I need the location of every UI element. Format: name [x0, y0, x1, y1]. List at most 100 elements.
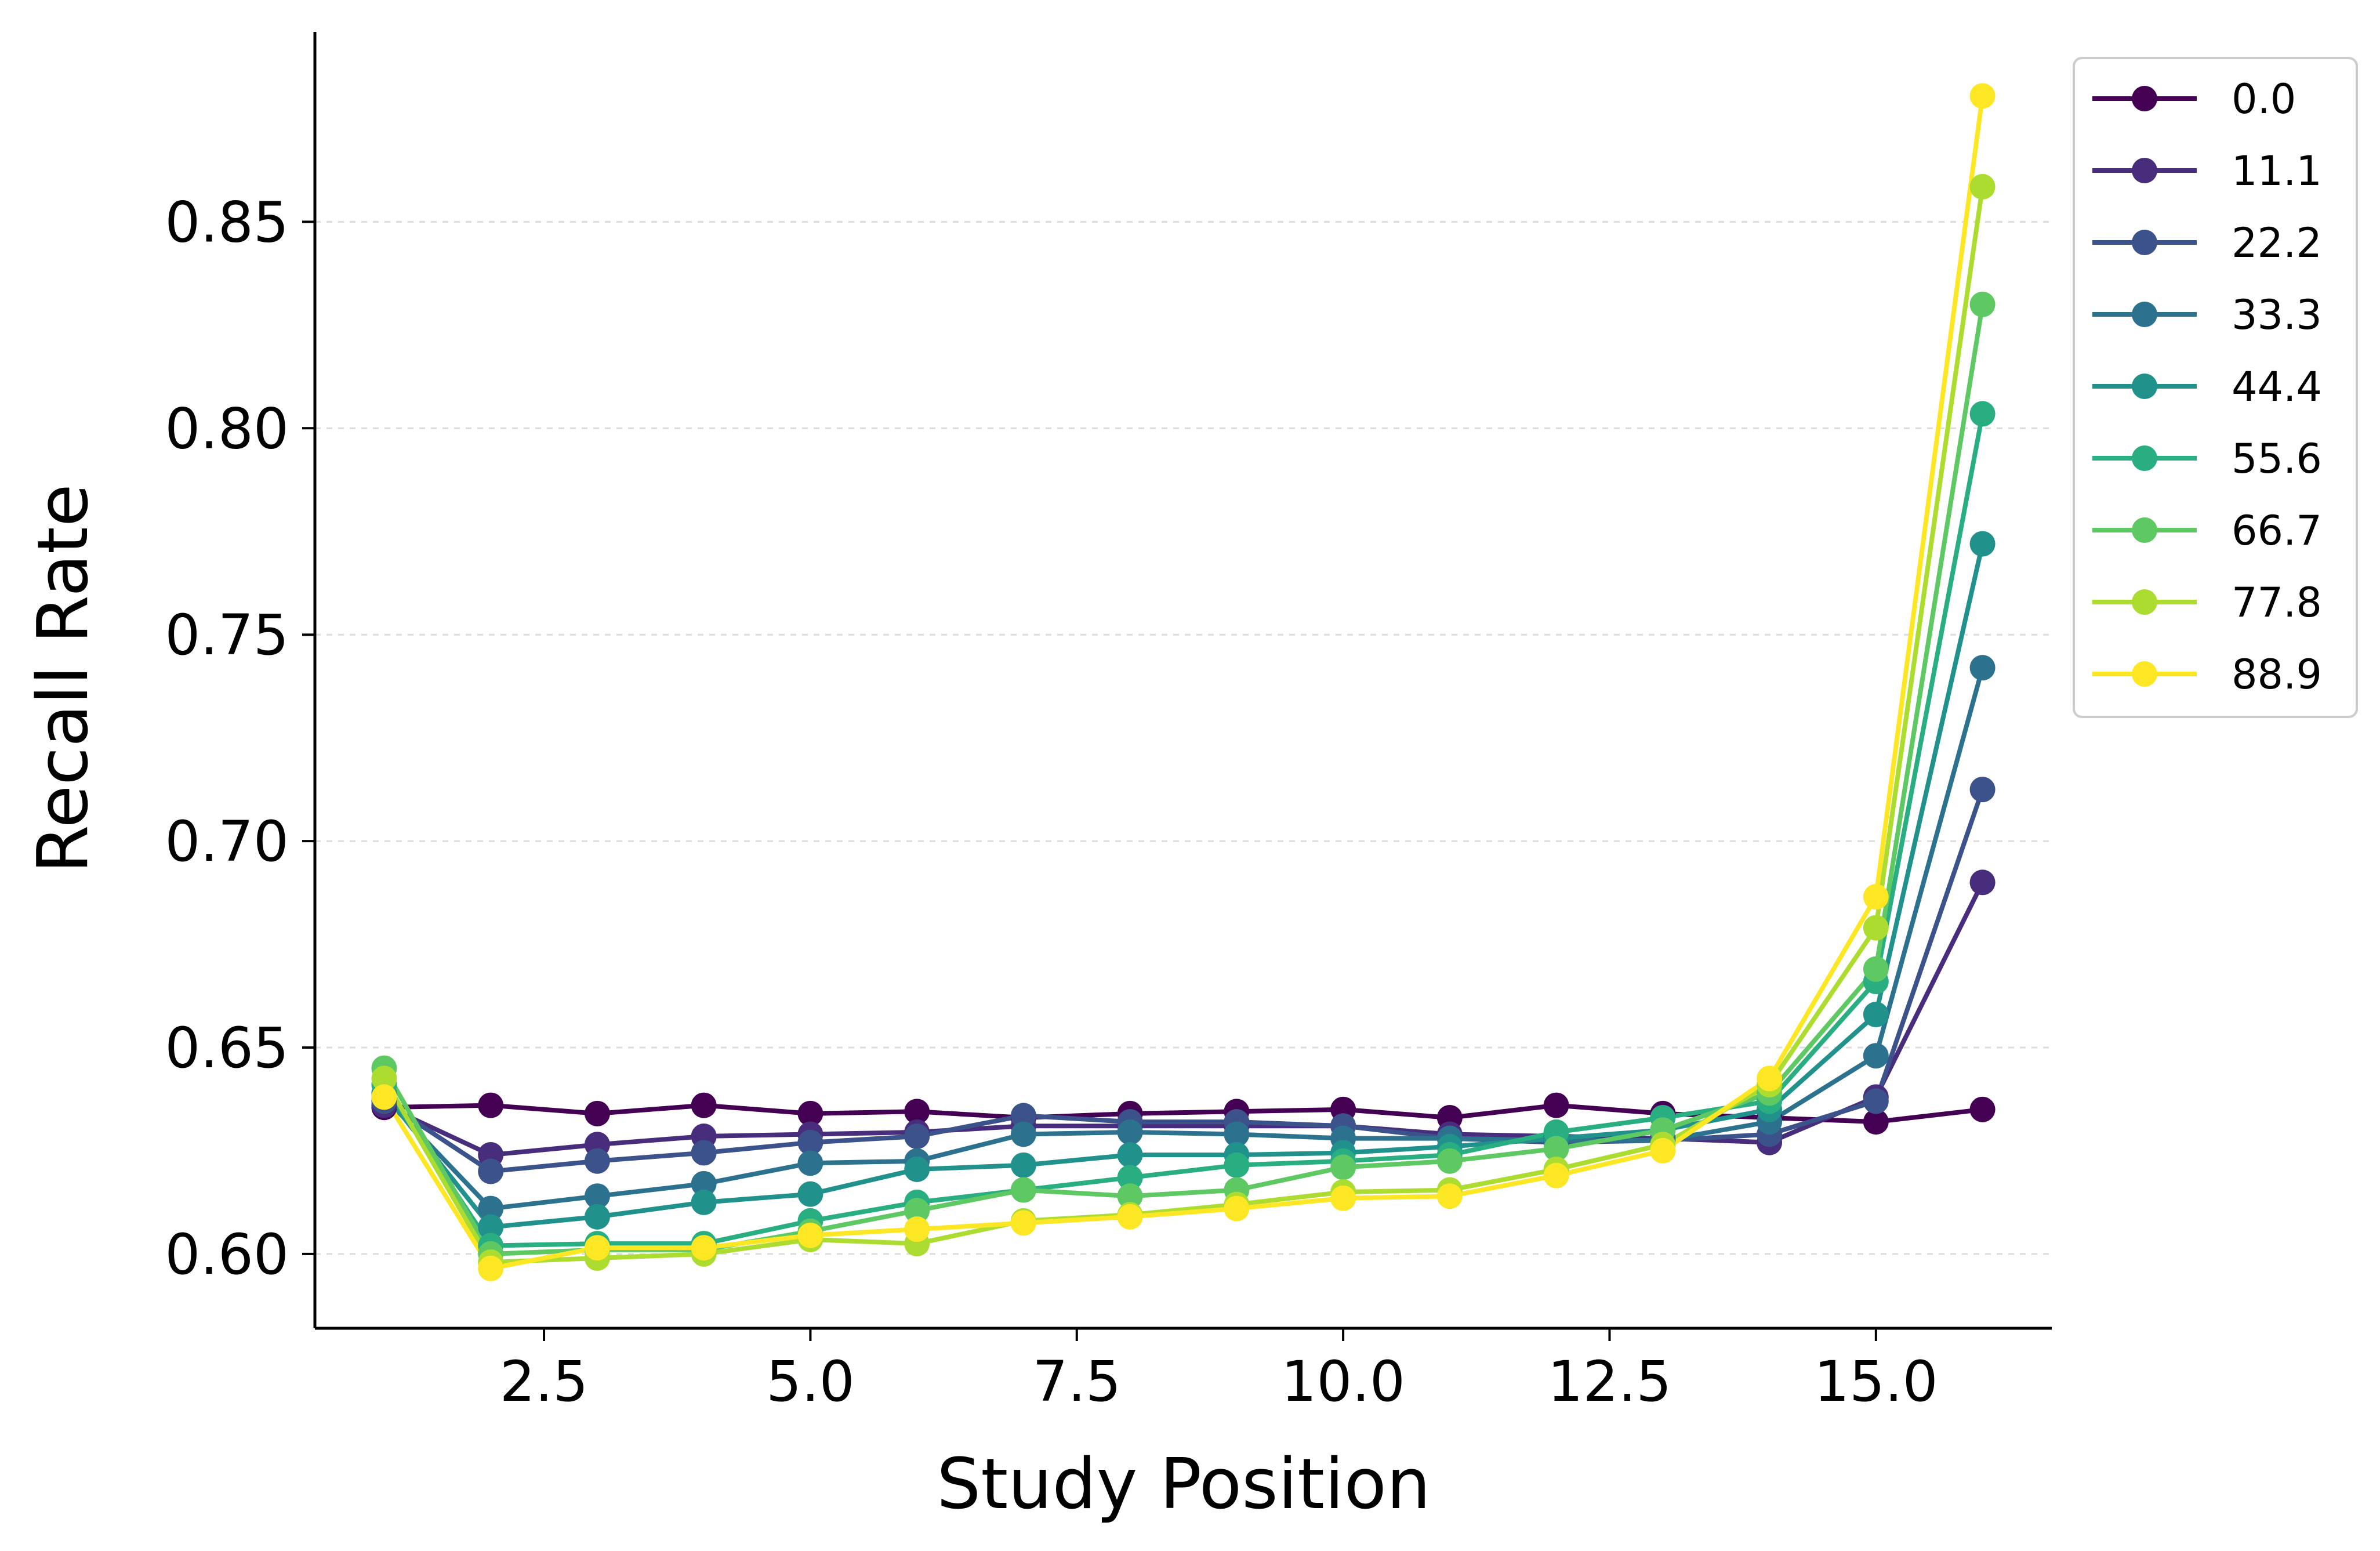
legend-item: 0.0 — [2092, 75, 2296, 123]
legend-label: 55.6 — [2232, 435, 2322, 483]
data-point — [691, 1140, 717, 1166]
legend-label: 33.3 — [2232, 291, 2322, 339]
data-point — [797, 1222, 823, 1248]
legend-label: 22.2 — [2232, 219, 2322, 267]
data-point — [1863, 1109, 1889, 1135]
legend-item: 55.6 — [2092, 435, 2322, 483]
data-point — [1436, 1148, 1463, 1174]
data-point — [691, 1189, 717, 1215]
data-point — [371, 1084, 397, 1110]
legend-swatch-marker — [2132, 589, 2157, 615]
x-axis-label: Study Position — [937, 1444, 1431, 1525]
x-tick-label: 15.0 — [1814, 1349, 1938, 1414]
data-point — [904, 1124, 930, 1150]
data-point — [1117, 1165, 1143, 1191]
legend-frame — [2073, 57, 2358, 718]
y-axis-label: Recall Rate — [23, 484, 104, 873]
legend: 0.0 11.1 22.2 33.3 44.4 55.6 66.7 77.8 88.9 — [2073, 57, 2358, 718]
data-point — [1010, 1152, 1036, 1178]
legend-item: 22.2 — [2092, 219, 2322, 267]
data-point — [797, 1129, 823, 1155]
data-point — [584, 1183, 610, 1209]
x-tick-label: 7.5 — [1032, 1349, 1121, 1414]
data-point — [1117, 1204, 1143, 1230]
legend-label: 44.4 — [2232, 363, 2322, 411]
legend-swatch-marker — [2132, 86, 2157, 111]
legend-label: 88.9 — [2232, 651, 2322, 698]
data-point — [1330, 1154, 1356, 1180]
data-point — [1863, 1043, 1889, 1069]
data-point — [478, 1255, 504, 1281]
series-line-2 — [383, 788, 1985, 1174]
series-line-1 — [383, 881, 1985, 1158]
x-tick-label: 12.5 — [1548, 1349, 1672, 1414]
data-point — [1969, 291, 1996, 317]
data-point — [1543, 1092, 1569, 1118]
legend-item: 77.8 — [2092, 579, 2322, 626]
data-point — [1330, 1185, 1356, 1211]
data-point — [1224, 1195, 1250, 1222]
data-point — [478, 1092, 504, 1118]
data-point — [1969, 83, 1996, 109]
data-point — [1969, 777, 1996, 803]
data-point — [1224, 1121, 1250, 1147]
data-point — [691, 1171, 717, 1197]
data-point — [797, 1100, 823, 1126]
data-point — [1757, 1066, 1783, 1092]
series-points-5 — [371, 401, 1996, 1259]
y-tick-label: 0.75 — [165, 603, 289, 668]
data-point — [1863, 915, 1889, 941]
legend-item: 44.4 — [2092, 363, 2322, 411]
series-line-3 — [382, 667, 1985, 1211]
data-point — [1863, 1088, 1889, 1114]
x-ticks: 2.5 5.0 7.5 10.0 12.5 15.0 — [500, 1328, 1938, 1414]
legend-swatch-marker — [2132, 158, 2157, 183]
legend-item: 66.7 — [2092, 507, 2322, 555]
y-tick-label: 0.80 — [165, 396, 289, 461]
data-point — [1969, 401, 1996, 427]
data-point — [478, 1214, 504, 1240]
data-point — [904, 1099, 930, 1125]
data-point — [904, 1216, 930, 1242]
y-tick-label: 0.60 — [165, 1222, 289, 1287]
legend-swatch-marker — [2132, 661, 2157, 687]
data-point — [1543, 1162, 1569, 1188]
data-point — [1436, 1183, 1463, 1209]
series-line-7 — [382, 186, 1985, 1265]
data-point — [691, 1092, 717, 1118]
data-point — [1010, 1121, 1036, 1147]
x-tick-label: 2.5 — [500, 1349, 589, 1414]
data-point — [584, 1100, 610, 1126]
series-lines — [382, 95, 1985, 1271]
data-point — [904, 1156, 930, 1182]
data-point — [1969, 1096, 1996, 1122]
data-point — [1969, 655, 1996, 681]
x-tick-label: 5.0 — [766, 1349, 855, 1414]
grid — [315, 220, 2052, 1255]
data-point — [478, 1158, 504, 1184]
data-point — [691, 1235, 717, 1261]
data-point — [478, 1195, 504, 1222]
data-point — [1969, 869, 1996, 896]
data-point — [1969, 531, 1996, 557]
data-point — [1543, 1136, 1569, 1162]
data-point — [1010, 1210, 1036, 1236]
data-point — [1863, 956, 1889, 982]
legend-label: 77.8 — [2232, 579, 2322, 626]
legend-label: 11.1 — [2232, 147, 2322, 195]
data-point — [584, 1148, 610, 1174]
series-line-8 — [382, 95, 1985, 1271]
axes — [313, 32, 2052, 1330]
data-point — [1224, 1152, 1250, 1178]
legend-item: 11.1 — [2092, 147, 2322, 195]
data-point — [1117, 1119, 1143, 1145]
data-point — [1010, 1177, 1036, 1203]
series-line-4 — [382, 543, 1985, 1230]
data-point — [904, 1198, 930, 1224]
data-point — [584, 1204, 610, 1230]
legend-swatch-marker — [2132, 445, 2157, 471]
y-tick-label: 0.65 — [165, 1016, 289, 1081]
legend-swatch-marker — [2132, 302, 2157, 327]
data-point — [797, 1181, 823, 1207]
legend-label: 0.0 — [2232, 75, 2296, 123]
